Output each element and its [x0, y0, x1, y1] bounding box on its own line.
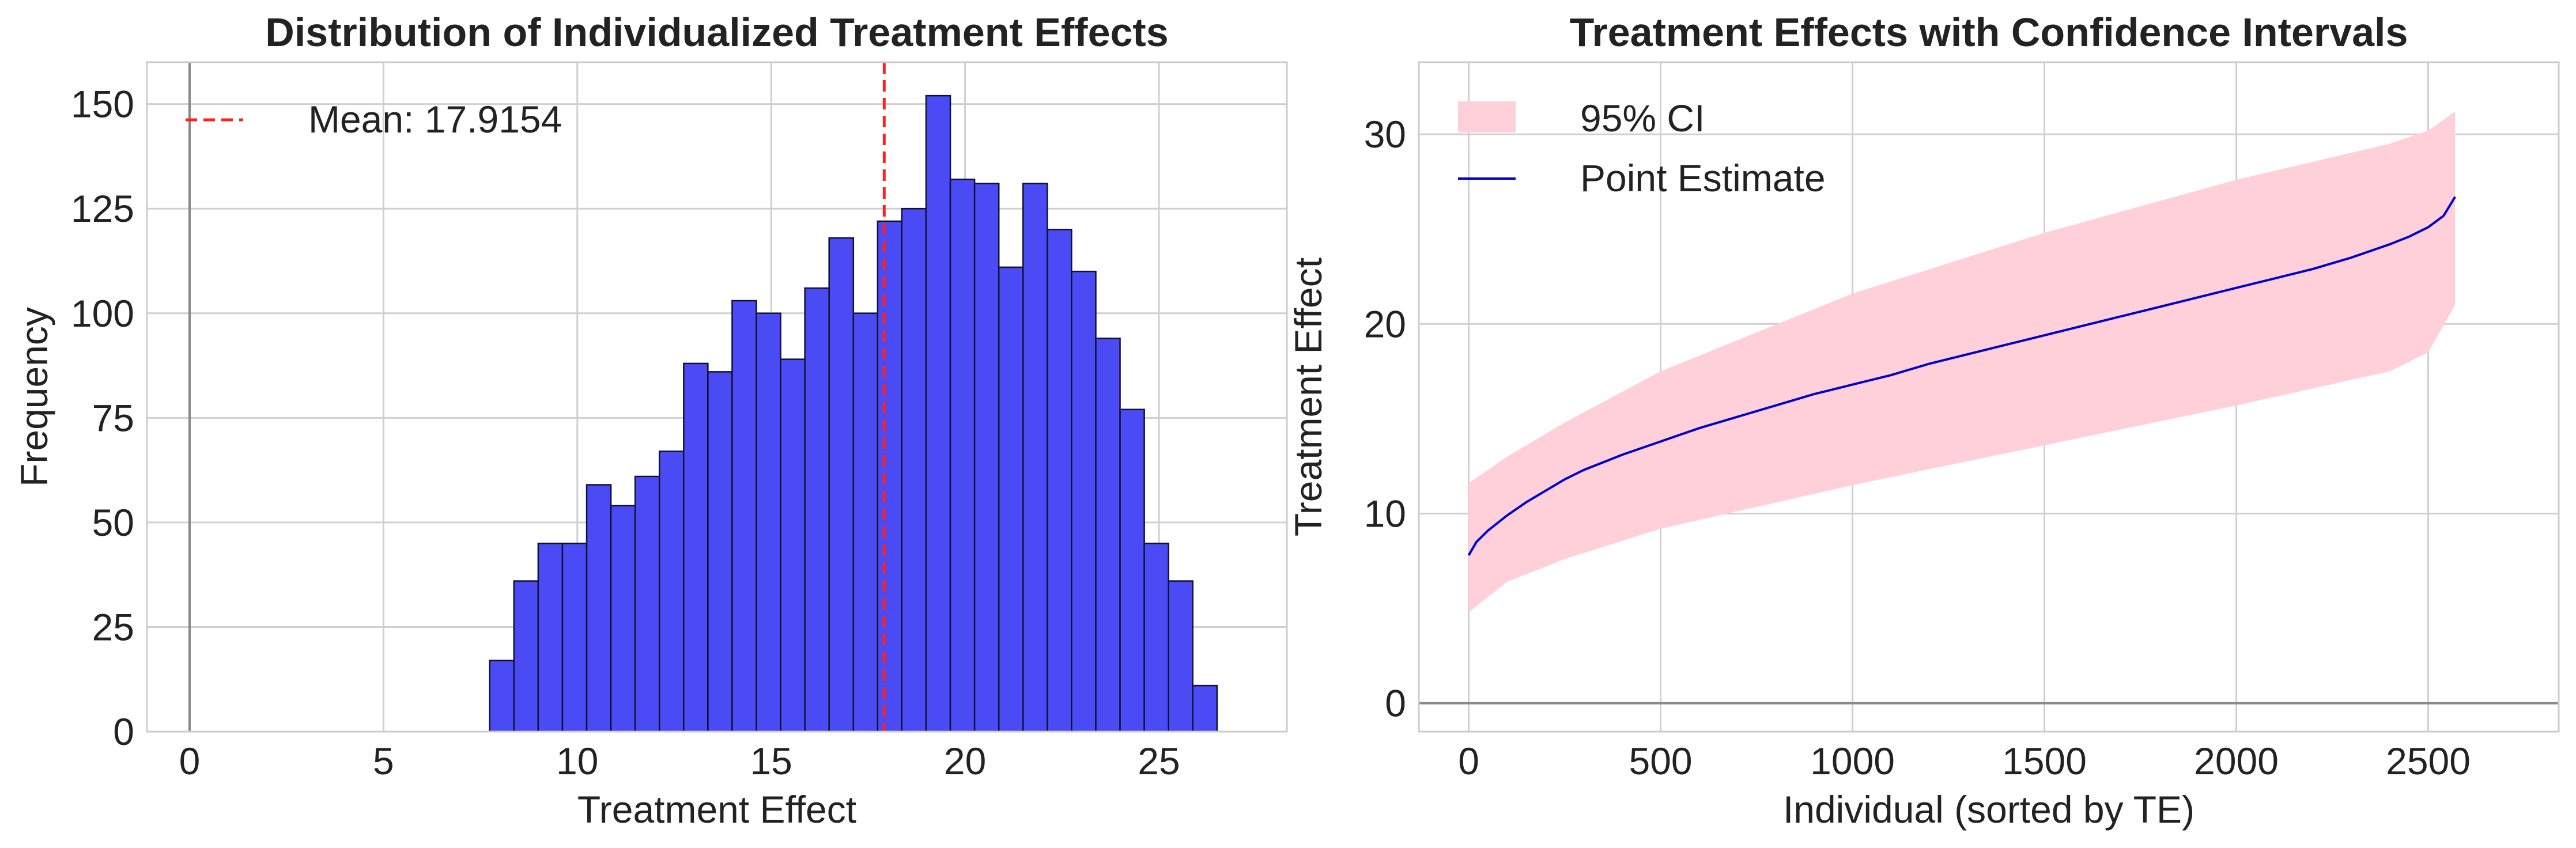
ci-x-tick-labels: 0 500 1000 1500 2000 2500 [1458, 740, 2471, 782]
y-tick-label: 75 [92, 396, 134, 439]
histogram-bar [901, 207, 927, 733]
y-tick-label: 20 [1364, 302, 1406, 345]
histogram-bar [683, 362, 709, 733]
histogram-x-axis-label: Treatment Effect [577, 788, 856, 831]
histogram-bar [877, 220, 903, 733]
histogram-bar [925, 94, 951, 733]
histogram-bar [828, 237, 855, 733]
histogram-bar [537, 542, 564, 733]
histogram-bar [707, 371, 733, 733]
point-estimate-line [1467, 196, 2456, 556]
legend-mean-label: Mean: 17.9154 [308, 98, 562, 141]
histogram-bar [998, 266, 1024, 733]
histogram-bar [489, 660, 515, 733]
histogram-y-axis-label: Frequency [13, 307, 55, 487]
ci-band-area [1468, 111, 2456, 612]
histogram-frame [146, 61, 1288, 733]
x-tick-label: 2000 [2194, 740, 2279, 782]
ci-y-tick-labels: 0 10 20 30 [1364, 113, 1406, 725]
x-tick-label: 5 [373, 740, 394, 782]
x-tick-label: 0 [179, 740, 201, 782]
histogram-bar [1119, 408, 1145, 733]
histogram-bars [489, 94, 1218, 733]
histogram-bar [561, 542, 588, 733]
y-tick-label: 125 [71, 187, 134, 230]
ci-title: Treatment Effects with Confidence Interv… [1570, 10, 2408, 55]
histogram-title: Distribution of Individualized Treatment… [265, 10, 1168, 55]
x-tick-label: 15 [750, 740, 792, 782]
y-tick-label: 30 [1364, 113, 1406, 156]
y-tick-label: 0 [113, 710, 134, 753]
histogram-y-tick-labels: 0 25 50 75 100 125 150 [71, 83, 134, 753]
histogram-panel: 0 5 10 15 20 25 0 25 50 75 100 125 150 Distribution… [13, 10, 1288, 831]
histogram-bar [1071, 270, 1097, 733]
x-tick-label: 500 [1629, 740, 1693, 782]
histogram-bar [731, 300, 757, 733]
y-tick-label: 0 [1385, 682, 1406, 725]
histogram-bar [658, 450, 685, 733]
histogram-bar [1168, 580, 1194, 733]
histogram-bar [513, 580, 539, 733]
legend-ci-label: 95% CI [1580, 97, 1705, 139]
histogram-bar [1143, 542, 1169, 733]
ci-frame [1418, 61, 2560, 733]
histogram-bar [949, 179, 976, 733]
histogram-bar [804, 287, 830, 733]
histogram-bar [1022, 183, 1048, 733]
y-tick-label: 25 [92, 605, 134, 648]
x-tick-label: 2500 [2386, 740, 2471, 782]
histogram-bar [1047, 229, 1072, 733]
x-tick-label: 0 [1458, 740, 1479, 782]
y-tick-label: 50 [92, 501, 134, 544]
histogram-bar [1095, 338, 1121, 733]
histogram-bar [973, 183, 1000, 733]
histogram-x-tick-labels: 0 5 10 15 20 25 [179, 740, 1180, 782]
legend-ci-swatch [1458, 101, 1516, 132]
y-tick-label: 10 [1364, 492, 1406, 535]
histogram-bar [610, 505, 636, 733]
x-tick-label: 25 [1138, 740, 1180, 782]
x-tick-label: 10 [556, 740, 598, 782]
ci-legend: 95% CI Point Estimate [1458, 97, 1826, 199]
histogram-bar [780, 358, 806, 733]
histogram-bar [756, 312, 781, 733]
legend-point-estimate-label: Point Estimate [1580, 157, 1826, 199]
y-tick-label: 100 [71, 292, 134, 335]
ci-point-estimate-line [1467, 196, 2456, 556]
y-tick-label: 150 [71, 83, 134, 126]
ci-panel: 0 500 1000 1500 2000 2500 0 10 20 30 Treatment E… [1287, 10, 2560, 831]
x-tick-label: 1000 [1810, 740, 1895, 782]
ci-band [1468, 111, 2456, 612]
ci-x-axis-label: Individual (sorted by TE) [1783, 788, 2194, 831]
histogram-bar [586, 484, 612, 733]
histogram-legend: Mean: 17.9154 [186, 98, 562, 141]
histogram-bar [1192, 684, 1218, 733]
x-tick-label: 1500 [2002, 740, 2087, 782]
histogram-bar [852, 312, 879, 733]
x-tick-label: 20 [944, 740, 986, 782]
histogram-bar [634, 475, 660, 733]
ci-y-axis-label: Treatment Effect [1287, 258, 1329, 536]
